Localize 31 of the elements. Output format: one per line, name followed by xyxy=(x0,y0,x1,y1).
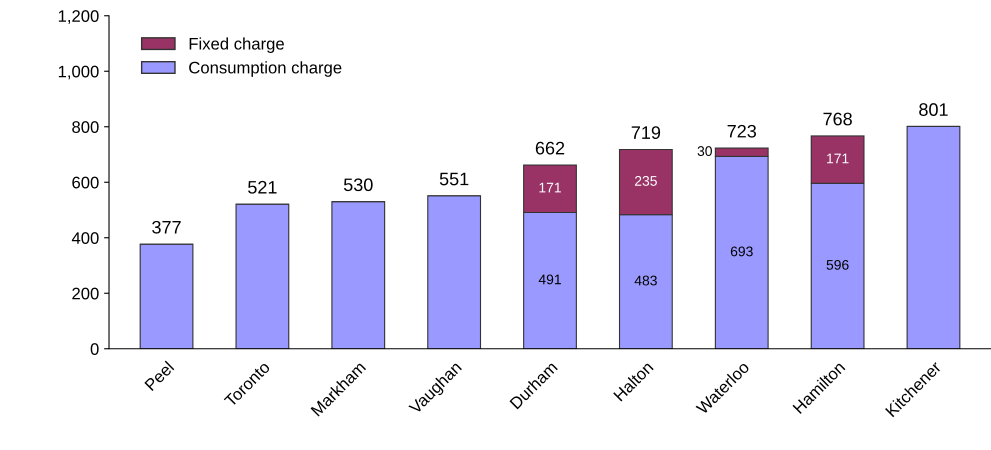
data-label: 30 xyxy=(698,146,712,156)
total-label: 768 xyxy=(823,112,852,126)
data-label: 235 xyxy=(634,176,657,186)
total-label: 521 xyxy=(248,180,277,194)
data-label: 491 xyxy=(538,274,561,284)
y-tick-label: 1,000 xyxy=(58,66,99,80)
y-tick-label: 0 xyxy=(90,343,99,355)
y-tick-label: 1,200 xyxy=(58,10,99,24)
total-label: 719 xyxy=(632,126,660,139)
bar xyxy=(140,244,194,349)
total-label: 723 xyxy=(728,124,756,138)
bar xyxy=(427,195,482,349)
legend-label: Fixed charge xyxy=(190,37,284,53)
bar xyxy=(235,204,290,349)
data-label: 596 xyxy=(826,260,849,270)
total-label: 662 xyxy=(536,142,564,155)
data-label: 693 xyxy=(730,246,753,256)
y-tick-label: 800 xyxy=(72,121,99,133)
legend-label: Consumption charge xyxy=(189,61,342,77)
y-tick-label: 400 xyxy=(72,232,99,244)
total-label: 801 xyxy=(919,103,948,116)
total-label: 551 xyxy=(440,172,468,186)
bar xyxy=(331,201,386,349)
y-tick-label: 200 xyxy=(72,288,99,300)
data-label: 171 xyxy=(539,182,561,192)
total-label: 377 xyxy=(152,220,181,234)
bar xyxy=(906,126,960,349)
y-tick-label: 600 xyxy=(72,176,99,188)
total-label: 530 xyxy=(344,178,373,192)
data-label: 171 xyxy=(827,154,849,164)
data-label: 483 xyxy=(634,276,657,286)
